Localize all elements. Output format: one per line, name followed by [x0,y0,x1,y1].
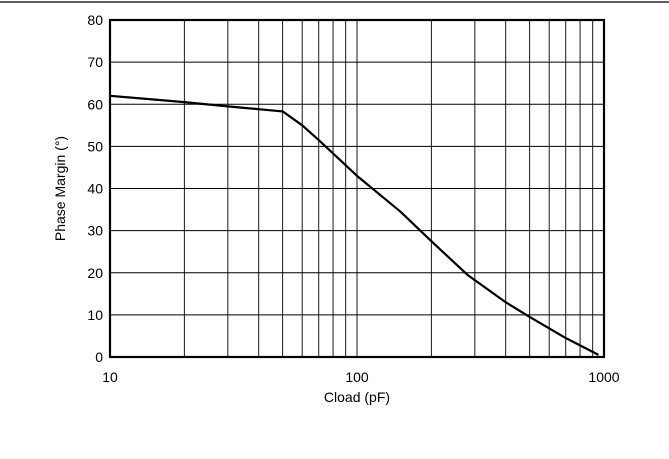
ticks: 0 10 20 30 40 50 60 70 80 10 100 1000 [87,12,619,385]
y-tick-label: 70 [87,54,103,70]
plot-frame [108,18,606,359]
y-tick-label: 50 [87,138,103,154]
y-tick-label: 20 [87,265,103,281]
y-tick-label: 60 [87,96,103,112]
y-tick-label: 10 [87,307,103,323]
y-tick-label: 40 [87,181,103,197]
y-tick-label: 80 [87,12,103,28]
x-tick-label: 1000 [588,369,619,385]
y-axis-title: Phase Margin (°) [52,136,68,241]
x-axis-title: Cload (pF) [324,389,390,405]
x-tick-label: 100 [345,369,369,385]
y-tick-label: 0 [95,349,103,365]
y-tick-label: 30 [87,223,103,239]
x-tick-label: 10 [102,369,118,385]
grid [109,19,605,358]
series-line-phase-margin [109,94,600,356]
